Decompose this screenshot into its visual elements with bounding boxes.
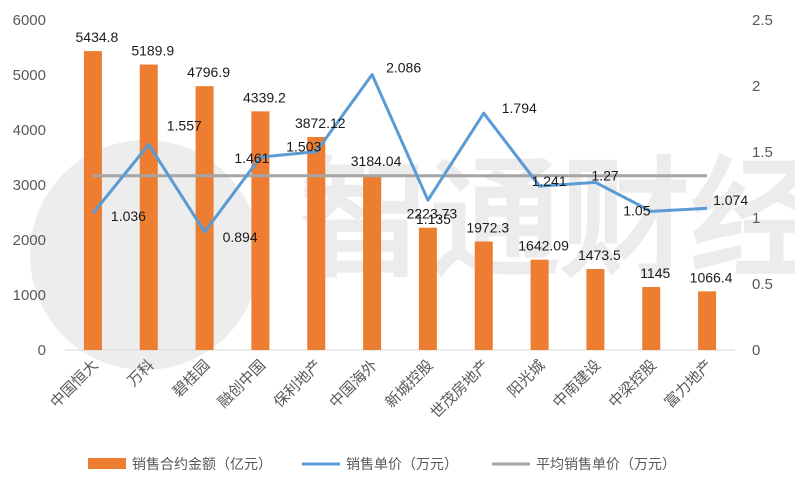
category-label: 中南建设 — [549, 356, 604, 411]
bar-data-label: 3872.12 — [295, 115, 346, 131]
bar — [195, 86, 214, 350]
line-data-label: 1.036 — [111, 208, 146, 224]
bar — [530, 259, 549, 350]
bar-data-label: 2223.73 — [407, 206, 458, 222]
right-axis-tick-label: 1 — [752, 210, 760, 227]
bar — [83, 51, 102, 350]
legend-swatch-bar — [88, 458, 126, 469]
bar-data-label: 5189.9 — [131, 43, 174, 59]
legend-label: 平均销售单价（万元） — [536, 457, 676, 473]
category-label: 融创中国 — [214, 356, 269, 411]
legend-label: 销售合约金额（亿元） — [132, 457, 272, 473]
bar — [418, 227, 437, 350]
bar-data-label: 4339.2 — [243, 89, 286, 105]
left-axis-tick-label: 6000 — [13, 12, 46, 29]
bar-data-label: 4796.9 — [187, 64, 230, 80]
right-axis-tick-label: 0 — [752, 342, 760, 359]
bar-data-label: 1972.3 — [466, 220, 509, 236]
line-data-label: 1.135 — [416, 211, 451, 227]
bar-data-label: 5434.8 — [76, 29, 119, 45]
bar-data-label: 1145 — [640, 265, 670, 281]
price-line-series — [91, 73, 708, 234]
bar — [139, 64, 158, 351]
bar — [474, 241, 493, 350]
right-axis-tick-label: 2 — [752, 78, 760, 95]
right-y-axis: 0 0.5 1 1.5 2 2.5 — [752, 12, 773, 359]
left-y-axis: 0 1000 2000 3000 4000 5000 6000 — [13, 12, 46, 359]
left-axis-tick-label: 0 — [38, 342, 46, 359]
left-axis-tick-label: 3000 — [13, 177, 46, 194]
left-axis-tick-label: 1000 — [13, 287, 46, 304]
line-data-label: 1.074 — [713, 192, 748, 208]
category-label: 阳光城 — [504, 356, 549, 401]
bar — [586, 268, 605, 350]
category-label: 新城控股 — [382, 356, 437, 411]
bar — [698, 291, 717, 350]
line-data-labels: 1.036 1.557 0.894 1.461 1.503 2.086 1.135 1.794… — [111, 60, 748, 245]
legend-label: 销售单价（万元） — [346, 457, 458, 473]
line-data-label: 1.27 — [591, 167, 618, 183]
line-data-label: 1.241 — [532, 173, 567, 189]
right-axis-tick-label: 2.5 — [752, 12, 773, 29]
bar-data-label: 3184.04 — [351, 153, 402, 169]
category-label: 中国海外 — [326, 356, 381, 411]
bar — [363, 174, 382, 350]
bar — [642, 287, 661, 350]
bar-data-label: 1066.4 — [690, 269, 733, 285]
right-axis-tick-label: 0.5 — [752, 276, 773, 293]
legend: 销售合约金额（亿元） 销售单价（万元） 平均销售单价（万元） — [88, 457, 676, 473]
bar — [307, 137, 326, 350]
line-data-label: 1.05 — [623, 202, 650, 218]
bar-series — [83, 51, 717, 351]
line-data-label: 1.557 — [167, 117, 202, 133]
right-axis-tick-label: 1.5 — [752, 144, 773, 161]
category-label: 富力地产 — [661, 356, 716, 411]
left-axis-tick-label: 5000 — [13, 67, 46, 84]
bar-data-labels: 5434.8 5189.9 4796.9 4339.2 3872.12 3184.04 22… — [76, 29, 733, 285]
line-data-label: 2.086 — [386, 60, 421, 76]
category-label: 中国恒大 — [47, 356, 102, 411]
left-axis-tick-label: 4000 — [13, 122, 46, 139]
line-data-label: 1.461 — [234, 150, 269, 166]
category-label: 中梁控股 — [605, 356, 660, 411]
price-line — [91, 73, 708, 234]
line-data-label: 0.894 — [223, 229, 258, 245]
bar-data-label: 1642.09 — [518, 238, 569, 254]
bar-data-label: 1473.5 — [578, 247, 621, 263]
line-data-label: 1.794 — [502, 100, 537, 116]
category-label: 保利地产 — [270, 356, 325, 411]
category-label: 世茂房地产 — [427, 356, 493, 422]
bar — [251, 111, 270, 351]
line-data-label: 1.503 — [286, 139, 321, 155]
left-axis-tick-label: 2000 — [13, 232, 46, 249]
